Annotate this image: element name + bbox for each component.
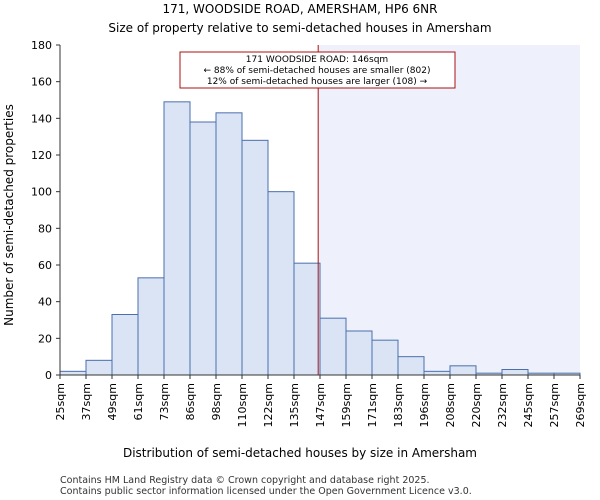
bar-73sqm [163, 101, 191, 376]
bar-159sqm [345, 330, 373, 376]
x-tick-label: 25sqm [54, 383, 67, 420]
chart-subtitle: Size of property relative to semi-detach… [108, 21, 491, 35]
y-tick-label: 20 [38, 332, 52, 345]
x-tick-label: 86sqm [184, 383, 197, 420]
x-tick-label: 110sqm [236, 383, 249, 427]
bar-49sqm [111, 314, 139, 376]
y-tick-label: 120 [31, 149, 52, 162]
x-tick-label: 245sqm [522, 383, 535, 427]
bars [59, 101, 581, 376]
bar-98sqm [215, 112, 243, 376]
bar-183sqm [397, 356, 425, 376]
x-tick-label: 208sqm [444, 383, 457, 427]
y-axis-label: Number of semi-detached properties [2, 104, 16, 326]
x-axis: 25sqm 37sqm 49sqm 61sqm 73sqm 86sqm 98sqm 110sq… [54, 374, 587, 427]
bar-208sqm [449, 365, 477, 376]
x-tick-label: 135sqm [288, 383, 301, 427]
x-tick-label: 220sqm [470, 383, 483, 427]
x-tick-label: 147sqm [314, 383, 327, 427]
y-tick-label: 40 [38, 296, 52, 309]
y-tick-label: 100 [31, 186, 52, 199]
bar-171sqm [371, 339, 399, 376]
x-tick-label: 269sqm [574, 383, 587, 427]
x-tick-label: 73sqm [158, 383, 171, 420]
y-tick-label: 80 [38, 222, 52, 235]
x-tick-label: 171sqm [366, 383, 379, 427]
bar-86sqm [189, 121, 217, 376]
bar-25sqm [59, 370, 87, 376]
y-tick-label: 140 [31, 112, 52, 125]
bar-61sqm [137, 277, 165, 376]
x-tick-label: 196sqm [418, 383, 431, 427]
y-tick-label: 160 [31, 76, 52, 89]
x-tick-label: 257sqm [548, 383, 561, 427]
y-tick-label: 0 [45, 369, 52, 382]
x-tick-label: 159sqm [340, 383, 353, 427]
annotation-line-1: 171 WOODSIDE ROAD: 146sqm [246, 55, 388, 65]
bar-122sqm [267, 191, 295, 376]
x-tick-label: 61sqm [132, 383, 145, 420]
bar-110sqm [241, 139, 269, 376]
x-axis-label: Distribution of semi-detached houses by … [123, 446, 477, 460]
x-tick-label: 122sqm [262, 383, 275, 427]
annotation-line-2: ← 88% of semi-detached houses are smalle… [204, 66, 431, 76]
x-tick-label: 183sqm [392, 383, 405, 427]
footer-line-2: Contains public sector information licen… [60, 486, 472, 497]
y-tick-label: 180 [31, 39, 52, 52]
bar-135sqm [293, 262, 321, 376]
larger-region-highlight [318, 45, 580, 375]
annotation-frame [179, 51, 456, 89]
x-tick-label: 98sqm [210, 383, 223, 420]
bar-147sqm [319, 317, 347, 376]
y-tick-label: 60 [38, 259, 52, 272]
footer-line-1: Contains HM Land Registry data © Crown c… [60, 475, 430, 486]
bar-196sqm [423, 370, 451, 376]
x-tick-label: 49sqm [106, 383, 119, 420]
y-axis: 0 20 40 60 80 100 120 140 160 180 [31, 39, 61, 382]
bar-232sqm [501, 369, 529, 376]
annotation-box: 171 WOODSIDE ROAD: 146sqm ← 88% of semi-… [179, 51, 456, 89]
chart-title: 171, WOODSIDE ROAD, AMERSHAM, HP6 6NR [163, 2, 438, 16]
bar-37sqm [85, 359, 113, 376]
x-tick-label: 37sqm [80, 383, 93, 420]
x-tick-label: 232sqm [496, 383, 509, 427]
annotation-line-3: 12% of semi-detached houses are larger (… [207, 77, 428, 87]
